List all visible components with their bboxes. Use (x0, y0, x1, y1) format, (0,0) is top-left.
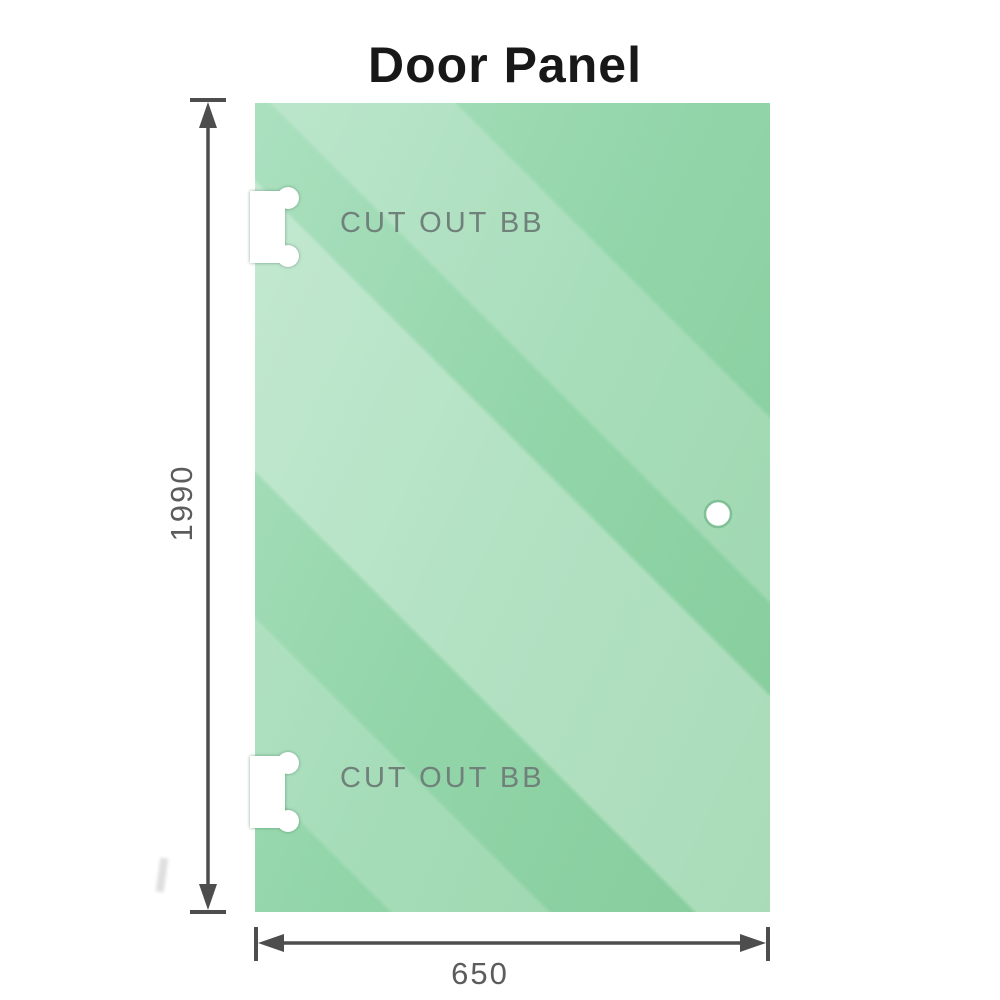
width-dimension-line (254, 927, 770, 961)
width-dimension-value: 650 (451, 956, 509, 991)
arrow-left-icon (258, 934, 284, 952)
arrow-up-icon (199, 102, 217, 128)
height-dimension-value: 1990 (164, 464, 199, 542)
handle-hole (703, 499, 733, 529)
arrow-right-icon (740, 934, 766, 952)
cutout-label-top: CUT OUT BB (340, 207, 545, 239)
cutout-drill-hole-top (277, 752, 299, 774)
hinge-cutout-top (250, 187, 299, 267)
glass-panel (255, 103, 770, 912)
cutout-drill-hole-bottom (277, 810, 299, 832)
hinge-cutout-bottom (250, 752, 299, 832)
cutout-drill-hole-top (277, 187, 299, 209)
arrow-down-icon (199, 884, 217, 910)
cutout-label-bottom: CUT OUT BB (340, 762, 545, 794)
cutout-drill-hole-bottom (277, 245, 299, 267)
height-dimension-line (190, 98, 226, 914)
diagram-title: Door Panel (368, 37, 642, 93)
